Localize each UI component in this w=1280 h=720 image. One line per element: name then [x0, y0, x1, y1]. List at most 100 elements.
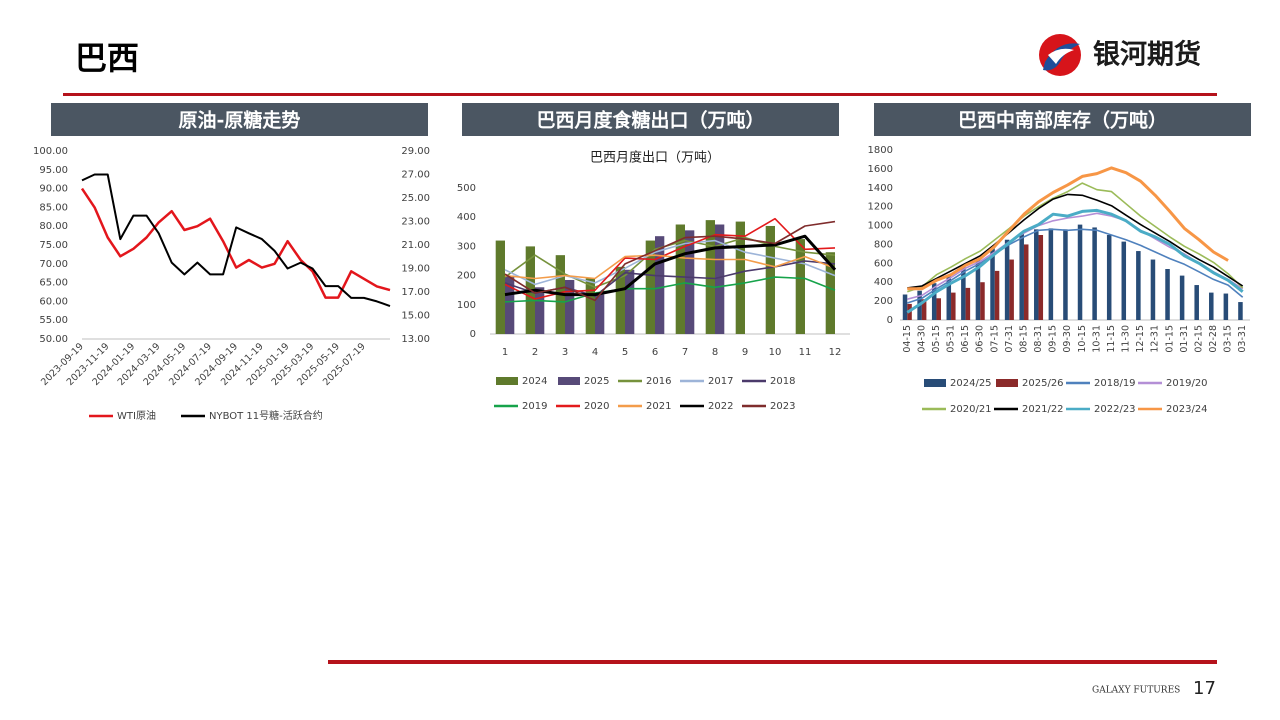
line-series	[907, 182, 1244, 293]
y-tick-label: 0	[887, 315, 893, 326]
y2-tick-label: 15.00	[401, 311, 430, 322]
x-tick-label: 09-30	[1062, 325, 1073, 353]
y-tick-label: 1200	[868, 202, 893, 213]
x-tick-label: 01-31	[1179, 325, 1190, 353]
bar	[1238, 302, 1243, 320]
page-number: 17	[1193, 678, 1216, 699]
bar	[565, 279, 575, 334]
y2-tick-label: 27.00	[401, 170, 430, 181]
y-tick-label: 300	[457, 241, 476, 252]
x-tick-label: 11	[799, 347, 812, 358]
x-tick-label: 08-31	[1033, 325, 1044, 353]
legend-label: 2016	[646, 376, 671, 387]
x-tick-label: 12-31	[1150, 325, 1161, 353]
y-tick-label: 1600	[868, 164, 893, 175]
x-tick-label: 02-28	[1208, 325, 1219, 353]
bar	[645, 240, 655, 334]
x-tick-label: 04-30	[916, 325, 927, 353]
bar	[994, 270, 1000, 320]
bar	[655, 236, 665, 334]
bar	[1009, 259, 1014, 320]
bar	[615, 266, 625, 334]
slide-title: 巴西	[75, 39, 139, 77]
bar	[1121, 241, 1127, 320]
bar	[535, 287, 545, 334]
line-series	[907, 193, 1244, 289]
y-tick-label: 400	[457, 212, 476, 223]
y-tick-label: 100	[457, 300, 476, 311]
x-tick-label: 8	[712, 347, 718, 358]
y-tick-label: 80.00	[39, 221, 68, 232]
footer-brand: GALAXY FUTURES	[1092, 686, 1180, 696]
x-tick-label: 10-31	[1091, 325, 1102, 353]
bar	[1034, 229, 1039, 320]
x-tick-label: 06-30	[975, 325, 986, 353]
legend-label: 2019/20	[1166, 378, 1208, 389]
bar	[965, 287, 971, 320]
y-tick-label: 1800	[868, 145, 893, 156]
x-tick-label: 05-15	[931, 325, 942, 353]
bar	[825, 252, 835, 334]
bar	[1223, 293, 1229, 320]
y-tick-label: 800	[874, 239, 893, 250]
legend-label: 2018/19	[1094, 378, 1136, 389]
bar	[795, 239, 805, 334]
bar	[1209, 292, 1214, 320]
y-tick-label: 55.00	[39, 315, 68, 326]
x-tick-label: 1	[502, 347, 508, 358]
bar	[1023, 244, 1029, 320]
legend-label: 2023/24	[1166, 404, 1208, 415]
legend-swatch	[558, 377, 580, 385]
legend-label: NYBOT 11号糖-活跃合约	[209, 409, 323, 422]
x-tick-label: 12	[829, 347, 842, 358]
bar	[1038, 235, 1044, 320]
x-tick-label: 11-30	[1121, 325, 1132, 353]
legend-label: 2021	[646, 401, 671, 412]
x-tick-label: 03-31	[1237, 325, 1248, 353]
x-tick-label: 12-15	[1135, 325, 1146, 353]
bar	[715, 224, 725, 334]
logo: 银河期货	[1039, 34, 1201, 76]
bar	[595, 294, 605, 334]
x-tick-label: 3	[562, 347, 568, 358]
x-tick-label: 9	[742, 347, 748, 358]
legend-label: 2019	[522, 401, 547, 412]
legend-label: 2023	[770, 401, 795, 412]
legend-label: 2020	[584, 401, 609, 412]
x-tick-label: 03-15	[1223, 325, 1234, 353]
line-series	[906, 208, 1244, 314]
bar	[685, 230, 695, 334]
bar	[1019, 233, 1024, 320]
x-tick-label: 02-15	[1193, 325, 1204, 353]
chart-subtitle: 巴西月度出口（万吨）	[590, 150, 720, 166]
x-tick-label: 04-15	[902, 325, 913, 353]
bar	[1092, 227, 1097, 320]
y2-tick-label: 21.00	[401, 240, 430, 251]
line-series	[504, 220, 836, 302]
y-tick-label: 65.00	[39, 278, 68, 289]
bar	[1136, 251, 1141, 320]
y-tick-label: 400	[874, 277, 893, 288]
x-tick-label: 6	[652, 347, 658, 358]
legend-swatch	[496, 377, 518, 385]
line-series	[81, 173, 391, 308]
y-tick-label: 90.00	[39, 184, 68, 195]
line-series	[80, 187, 391, 299]
bar	[1048, 228, 1054, 320]
chart-title: 巴西中南部库存（万吨）	[958, 109, 1167, 132]
panel-header	[874, 103, 1251, 136]
x-tick-label: 4	[592, 347, 598, 358]
x-tick-label: 07-31	[1004, 325, 1015, 353]
x-tick-label: 10-15	[1077, 325, 1088, 353]
bar	[625, 269, 635, 334]
line-series	[907, 166, 1229, 291]
y-tick-label: 1400	[868, 183, 893, 194]
bar	[921, 299, 927, 320]
bar	[1063, 229, 1068, 320]
legend-label: 2024/25	[950, 378, 992, 389]
y2-tick-label: 29.00	[401, 146, 430, 157]
logo-text: 银河期货	[1093, 39, 1201, 71]
y-tick-label: 100.00	[33, 146, 68, 157]
legend-label: 2022	[708, 401, 733, 412]
